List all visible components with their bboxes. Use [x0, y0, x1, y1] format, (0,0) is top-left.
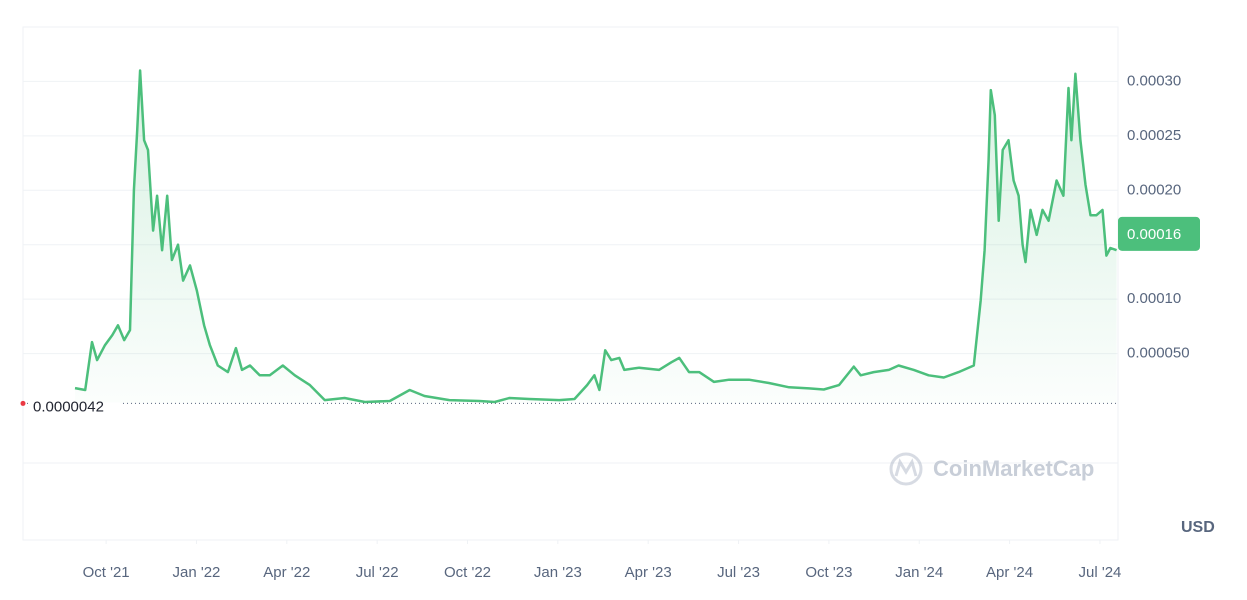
- x-tick-label: Jan '23: [534, 564, 582, 581]
- overlay: 0.0000500.000100.000150.000200.000250.00…: [20, 72, 1200, 581]
- x-tick-label: Apr '24: [986, 564, 1033, 581]
- x-tick-label: Jan '22: [173, 564, 221, 581]
- x-tick-label: Jul '23: [717, 564, 760, 581]
- x-tick-label: Apr '22: [263, 564, 310, 581]
- x-tick-label: Jul '22: [356, 564, 399, 581]
- plot: [74, 69, 1118, 404]
- reference-dot: [20, 400, 26, 406]
- current-price-badge: [1118, 216, 1200, 251]
- x-tick-label: Oct '21: [83, 564, 130, 581]
- reference-label-bg: [28, 402, 120, 421]
- x-tick-label: Jan '24: [895, 564, 943, 581]
- plot-frame: [22, 26, 1119, 541]
- reference-label: 0.0000042: [33, 398, 104, 415]
- y-tick-label: 0.00025: [1127, 127, 1181, 144]
- price-area: [75, 70, 1117, 404]
- y-tick-label: 0.000050: [1127, 345, 1190, 362]
- watermark-logo: [889, 452, 923, 486]
- x-tick-label: Apr '23: [625, 564, 672, 581]
- currency-label: USD: [1181, 519, 1215, 536]
- x-tick-label: Oct '23: [805, 564, 852, 581]
- y-tick-label: 0.00010: [1127, 290, 1181, 307]
- y-tick-label: 0.00020: [1127, 181, 1181, 198]
- x-tick-label: Oct '22: [444, 564, 491, 581]
- y-tick-label: 0.00030: [1127, 72, 1181, 89]
- current-price-label: 0.00016: [1127, 226, 1181, 243]
- watermark: CoinMarketCap: [933, 456, 1094, 481]
- x-tick-label: Jul '24: [1078, 564, 1121, 581]
- price-line: [74, 69, 1118, 404]
